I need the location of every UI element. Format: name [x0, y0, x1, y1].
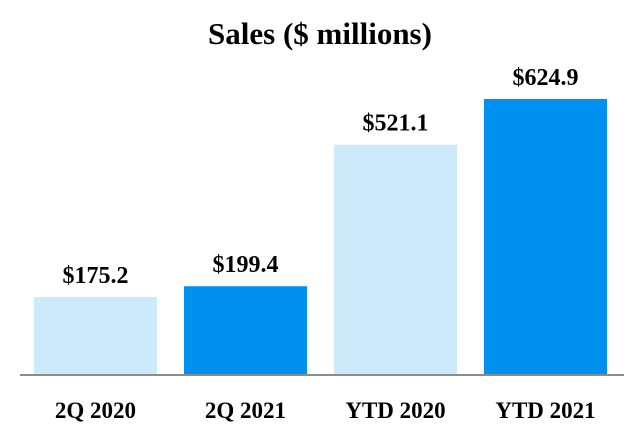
category-tick-label: 2Q 2021 [205, 398, 286, 423]
bar-group [34, 99, 607, 374]
category-tick-label: YTD 2021 [495, 398, 595, 423]
bar-ytd-2021 [484, 99, 607, 374]
value-label: $521.1 [363, 111, 429, 137]
value-label: $624.9 [513, 65, 579, 91]
bar-ytd-2020 [334, 144, 457, 374]
bar-2q-2021 [184, 286, 307, 374]
value-label: $175.2 [63, 263, 129, 289]
category-label-group: 2Q 2020 2Q 2021 YTD 2020 YTD 2021 [55, 398, 596, 423]
category-tick-label: 2Q 2020 [55, 398, 136, 423]
chart-title: Sales ($ millions) [208, 16, 432, 51]
value-label: $199.4 [213, 252, 279, 278]
value-label-group: $175.2 $199.4 $521.1 $624.9 [63, 65, 579, 289]
bar-2q-2020 [34, 296, 157, 374]
category-tick-label: YTD 2020 [345, 398, 445, 423]
